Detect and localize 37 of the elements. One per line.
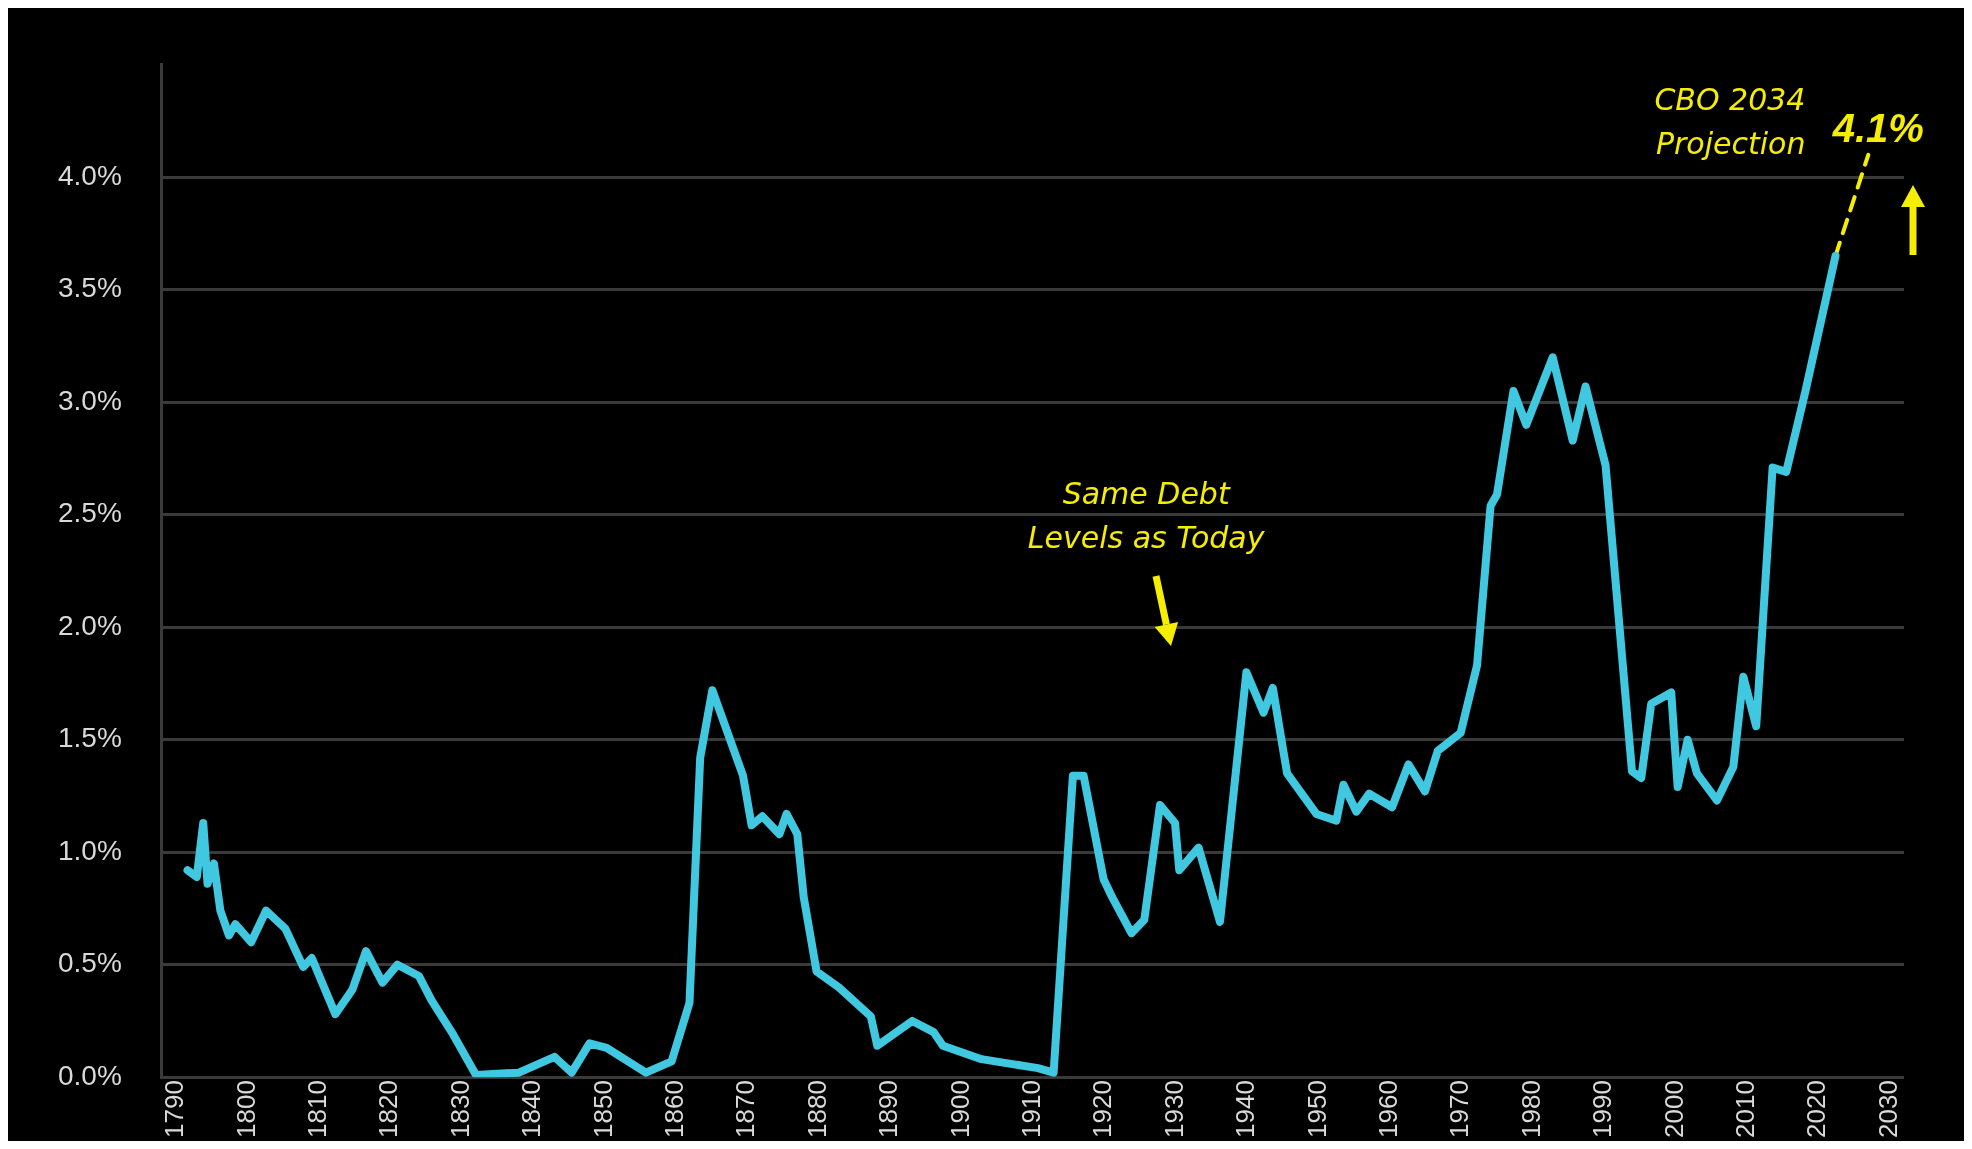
y-tick-label: 2.5% bbox=[57, 497, 122, 529]
x-tick-label: 2020 bbox=[1801, 1080, 1832, 1138]
x-tick-label: 1920 bbox=[1087, 1080, 1118, 1138]
x-tick-label: 1910 bbox=[1016, 1080, 1047, 1138]
x-tick-label: 2030 bbox=[1872, 1080, 1903, 1138]
x-tick-label: 1970 bbox=[1444, 1080, 1475, 1138]
x-tick-label: 1990 bbox=[1587, 1080, 1618, 1138]
x-tick-label: 1810 bbox=[302, 1080, 333, 1138]
y-tick-label: 0.5% bbox=[57, 947, 122, 979]
y-tick-label: 2.0% bbox=[57, 609, 122, 641]
x-tick-label: 2000 bbox=[1658, 1080, 1689, 1138]
annotation: Same Debt Levels as Today bbox=[1027, 476, 1266, 556]
y-tick-label: 1.0% bbox=[57, 834, 122, 866]
x-tick-label: 1820 bbox=[373, 1080, 404, 1138]
y-tick-label: 0.0% bbox=[57, 1059, 122, 1091]
x-tick-label: 1880 bbox=[801, 1080, 832, 1138]
x-tick-label: 1890 bbox=[873, 1080, 904, 1138]
x-tick-label: 1860 bbox=[659, 1080, 690, 1138]
x-tick-label: 1960 bbox=[1373, 1080, 1404, 1138]
y-tick-label: 3.5% bbox=[57, 272, 122, 304]
data-label: 4.1% bbox=[1831, 105, 1924, 150]
x-tick-label: 1900 bbox=[944, 1080, 975, 1138]
x-tick-label: 1800 bbox=[230, 1080, 261, 1138]
x-tick-label: 1930 bbox=[1158, 1080, 1189, 1138]
x-tick-label: 1840 bbox=[516, 1080, 547, 1138]
y-tick-label: 3.0% bbox=[57, 384, 122, 416]
x-tick-label: 1790 bbox=[159, 1080, 190, 1138]
x-tick-label: 1850 bbox=[587, 1080, 618, 1138]
x-tick-label: 1830 bbox=[444, 1080, 475, 1138]
x-tick-label: 1950 bbox=[1301, 1080, 1332, 1138]
y-tick-label: 4.0% bbox=[57, 160, 122, 191]
x-tick-label: 1940 bbox=[1230, 1080, 1261, 1138]
x-tick-label: 1870 bbox=[730, 1080, 761, 1138]
y-tick-label: 1.5% bbox=[57, 722, 122, 754]
annotation: CBO 2034 Projection bbox=[1654, 81, 1806, 161]
x-tick-label: 1980 bbox=[1515, 1080, 1546, 1138]
x-tick-label: 2010 bbox=[1730, 1080, 1761, 1138]
